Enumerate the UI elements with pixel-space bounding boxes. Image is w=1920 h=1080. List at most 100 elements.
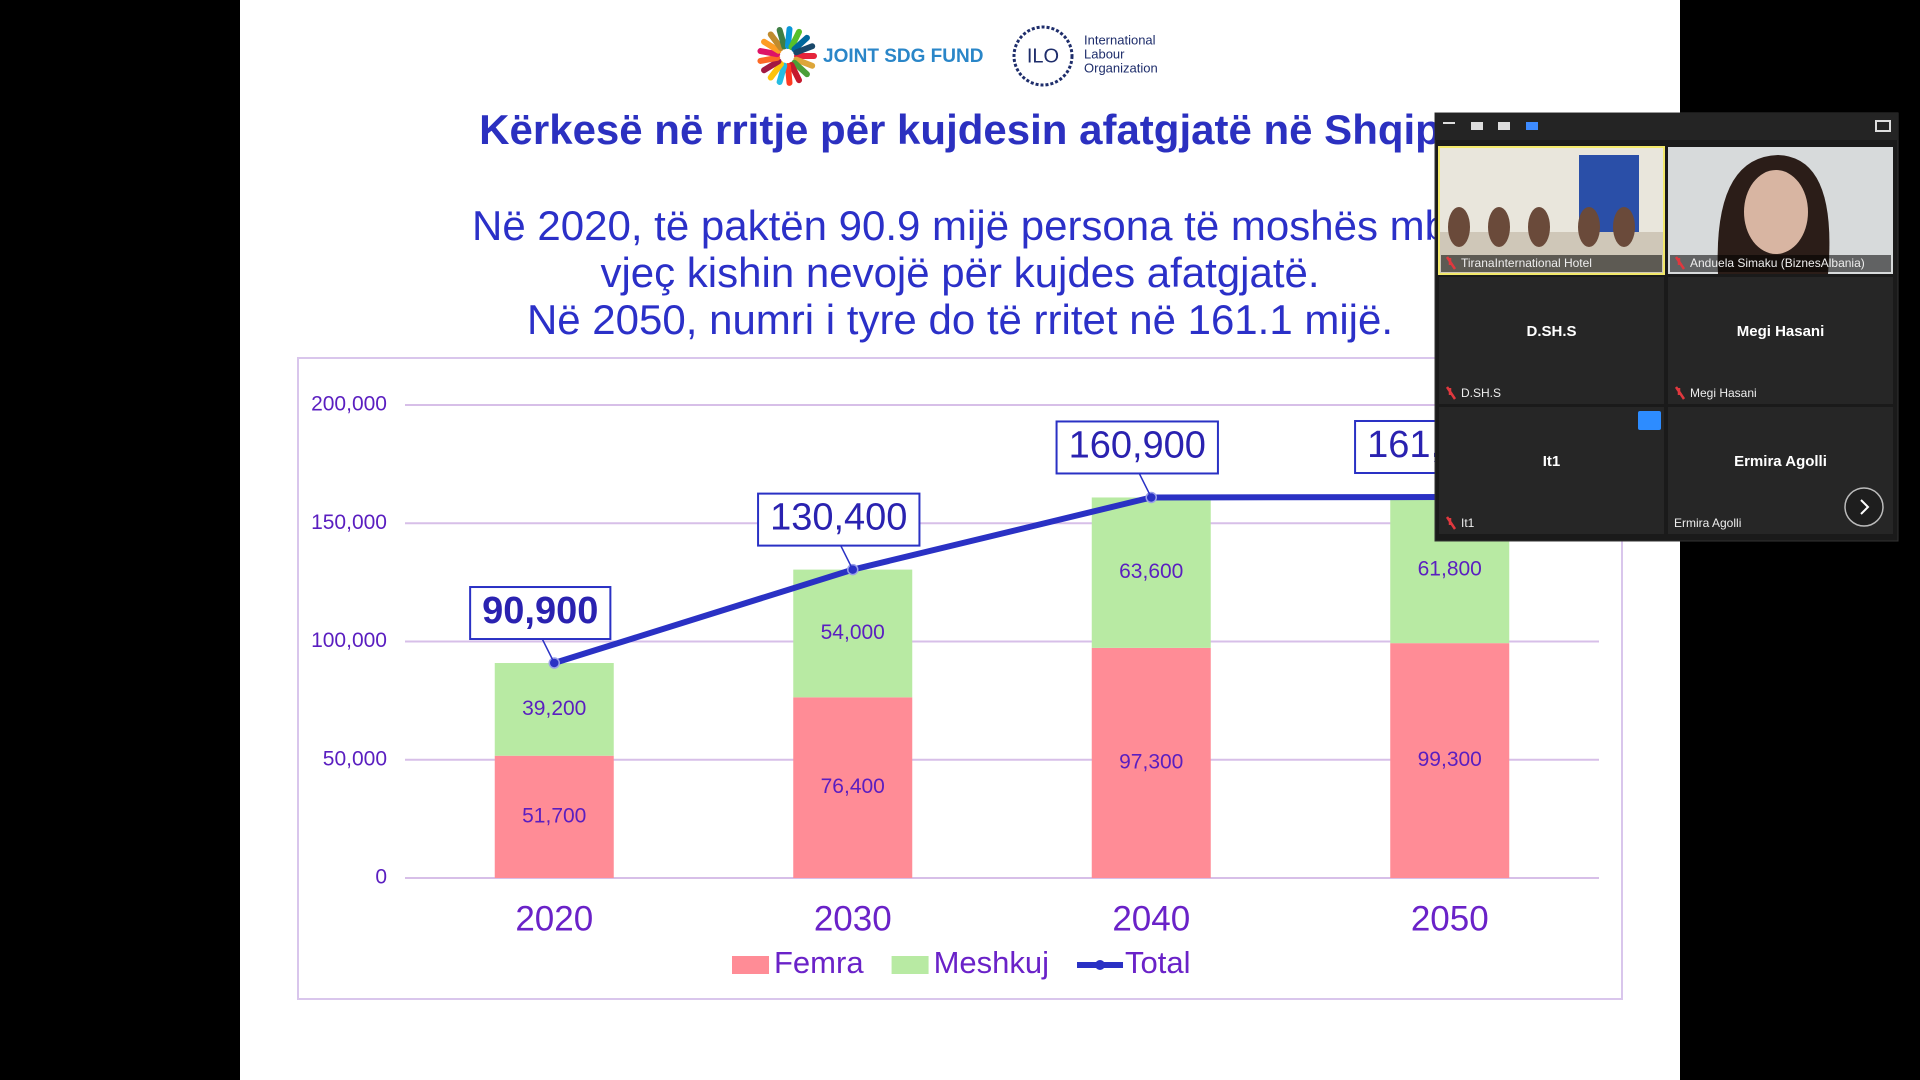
value-label: 61,800 bbox=[1418, 558, 1482, 581]
bar-segment bbox=[1091, 647, 1211, 878]
active-speaker-frame bbox=[1438, 146, 1665, 275]
logo-petal bbox=[793, 43, 816, 56]
participant-tile[interactable] bbox=[1668, 277, 1893, 404]
participant-label: Megi Hasani bbox=[1690, 386, 1757, 400]
video-person bbox=[1578, 207, 1600, 247]
bar-segment bbox=[494, 663, 614, 756]
chart-title: Kërkesë në rritje për kujdesin afatgjatë… bbox=[479, 106, 1441, 153]
logo-petal bbox=[757, 48, 781, 58]
legend-swatch bbox=[891, 956, 929, 974]
next-page-button[interactable] bbox=[1844, 487, 1884, 527]
legend-label: Total bbox=[1125, 945, 1190, 980]
logo-petal bbox=[791, 34, 810, 53]
total-label: 130,400 bbox=[770, 497, 907, 539]
legend-swatch bbox=[732, 956, 769, 974]
muted-icon bbox=[1445, 256, 1457, 270]
panel-toolbar bbox=[1435, 113, 1898, 140]
chart-subtitle: vjeç kishin nevojë për kujdes afatgjatë. bbox=[600, 249, 1319, 296]
video-person bbox=[1448, 207, 1470, 247]
fund-logo-text: JOINT SDG FUND bbox=[823, 46, 983, 67]
minimize-button[interactable] bbox=[1443, 122, 1455, 124]
total-label-box bbox=[757, 492, 921, 547]
video-person bbox=[1613, 207, 1635, 247]
logo-petal bbox=[767, 60, 784, 81]
exit-panel-button[interactable] bbox=[1875, 120, 1891, 132]
muted-icon bbox=[1674, 256, 1686, 270]
participant-name: D.SH.S bbox=[1526, 323, 1576, 340]
logo-petal bbox=[788, 61, 803, 84]
total-line bbox=[553, 493, 1450, 666]
video-person bbox=[1488, 207, 1510, 247]
view-gallery-button[interactable] bbox=[1526, 122, 1538, 130]
x-tick-label: 2020 bbox=[515, 899, 593, 938]
logo-petal bbox=[793, 56, 816, 69]
logo-petal bbox=[788, 28, 803, 51]
more-button[interactable] bbox=[1638, 411, 1661, 430]
value-label: 51,700 bbox=[522, 804, 586, 827]
logo-petal bbox=[776, 27, 788, 50]
participant-tile[interactable] bbox=[1439, 277, 1664, 404]
value-label: 39,200 bbox=[522, 697, 586, 720]
ilo-name: International bbox=[1084, 32, 1156, 47]
y-tick-label: 200,000 bbox=[311, 393, 387, 416]
video-panel: TiranaInternational Hotel Anduela Simaku … bbox=[1434, 112, 1899, 542]
logo-petal bbox=[791, 59, 810, 78]
chart-subtitle: Në 2020, të paktën 90.9 mijë persona të … bbox=[472, 202, 1448, 249]
bar-segment bbox=[1390, 643, 1510, 878]
participant-label: TiranaInternational Hotel bbox=[1461, 256, 1592, 270]
bar-segment bbox=[793, 697, 913, 878]
video-person bbox=[1528, 207, 1550, 247]
participant-tile[interactable] bbox=[1439, 407, 1664, 534]
legend-label: Meshkuj bbox=[934, 945, 1049, 980]
logo-petal bbox=[776, 62, 788, 85]
y-tick-label: 150,000 bbox=[311, 511, 387, 534]
x-tick-label: 2030 bbox=[814, 899, 892, 938]
video-face bbox=[1744, 170, 1808, 254]
slide-content: JOINT SDG FUND ILO InternationalLabourOrga… bbox=[297, 25, 1623, 1000]
logo-petal bbox=[767, 31, 784, 52]
total-label-box bbox=[469, 586, 612, 641]
participant-label: D.SH.S bbox=[1461, 386, 1501, 400]
value-label: 63,600 bbox=[1119, 560, 1183, 583]
muted-icon bbox=[1674, 386, 1686, 400]
participant-name: It1 bbox=[1543, 453, 1561, 470]
participant-name: Megi Hasani bbox=[1737, 323, 1825, 340]
y-tick-label: 0 bbox=[375, 866, 387, 889]
logo-petal bbox=[784, 62, 793, 86]
total-label: 160,900 bbox=[1069, 425, 1206, 467]
total-label-box bbox=[1055, 420, 1219, 475]
muted-icon bbox=[1445, 386, 1457, 400]
total-label: 90,900 bbox=[482, 590, 598, 632]
participant-name: Ermira Agolli bbox=[1734, 453, 1827, 470]
legend-label: Femra bbox=[774, 945, 864, 980]
logo-petal bbox=[761, 58, 782, 74]
logo-petal bbox=[784, 26, 793, 50]
ilo-name: Labour bbox=[1084, 46, 1125, 61]
label-bg bbox=[1441, 255, 1662, 272]
bar-segment bbox=[1091, 497, 1211, 648]
participant-label: Anduela Simaku (BiznesAlbania) bbox=[1690, 256, 1865, 270]
y-tick-label: 100,000 bbox=[311, 629, 387, 652]
view-speaker-button[interactable] bbox=[1471, 122, 1483, 130]
ilo-name: Organization bbox=[1084, 60, 1158, 75]
legend-swatch-dot bbox=[1095, 960, 1106, 970]
value-label: 54,000 bbox=[821, 621, 885, 644]
label-bg bbox=[1670, 255, 1891, 272]
chart-subtitle: Në 2050, numri i tyre do të rritet në 16… bbox=[527, 296, 1393, 343]
x-tick-label: 2050 bbox=[1411, 899, 1489, 938]
ilo-logo-text: ILO bbox=[1027, 45, 1059, 67]
bar-segment bbox=[793, 569, 913, 698]
bar-segment bbox=[494, 755, 614, 878]
value-label: 97,300 bbox=[1119, 750, 1183, 773]
participant-label: It1 bbox=[1461, 516, 1475, 530]
logo-petal bbox=[757, 54, 781, 64]
value-label: 99,300 bbox=[1418, 748, 1482, 771]
y-tick-label: 50,000 bbox=[323, 747, 387, 770]
value-label: 76,400 bbox=[821, 775, 885, 798]
view-strip-button[interactable] bbox=[1498, 122, 1510, 130]
x-tick-label: 2040 bbox=[1112, 899, 1190, 938]
logo-petal bbox=[761, 38, 782, 54]
ilo-logo-ring bbox=[1012, 25, 1074, 87]
